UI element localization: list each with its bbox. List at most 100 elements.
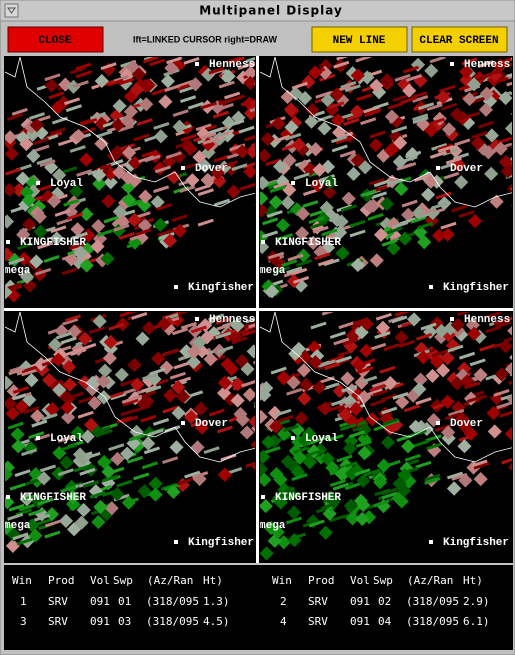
radar-echo <box>382 417 399 426</box>
radar-echo <box>276 535 291 550</box>
radar-echo <box>179 85 196 94</box>
radar-echo <box>5 214 15 229</box>
radar-echo <box>467 213 483 229</box>
city-label: Henness <box>464 314 510 326</box>
radar-echo <box>10 205 27 214</box>
radar-echo <box>392 476 407 491</box>
radar-echo <box>291 81 308 90</box>
radar-echo <box>152 418 170 426</box>
radar-echo <box>381 487 398 496</box>
clear-screen-button[interactable] <box>411 26 508 53</box>
radar-echo <box>312 225 329 234</box>
radar-echo <box>479 343 496 352</box>
radar-echo <box>454 138 471 147</box>
radar-echo <box>317 121 332 136</box>
radar-echo <box>383 143 398 158</box>
radar-echo <box>88 326 106 335</box>
radar-echo <box>401 199 418 208</box>
radar-echo <box>5 467 14 482</box>
radar-echo <box>264 284 280 299</box>
radar-echo <box>420 322 437 331</box>
radar-echo <box>24 478 41 486</box>
radar-echo <box>500 392 512 401</box>
radar-echo <box>58 138 75 147</box>
radar-echo <box>478 102 494 117</box>
radar-echo <box>387 101 404 110</box>
radar-echo <box>281 259 298 268</box>
radar-echo <box>166 170 181 185</box>
window-title: Multipanel Display <box>199 4 343 18</box>
radar-echo <box>260 148 272 163</box>
radar-echo <box>410 429 427 438</box>
radar-echo <box>260 472 272 487</box>
radar-echo <box>126 455 144 464</box>
radar-echo <box>81 228 96 243</box>
radar-echo <box>67 212 84 221</box>
window-menu-button[interactable] <box>4 3 19 18</box>
radar-echo <box>506 392 512 407</box>
radar-echo <box>49 231 64 246</box>
radar-echo <box>49 127 66 136</box>
radar-echo <box>498 91 512 106</box>
radar-echo <box>101 474 118 483</box>
radar-echo <box>70 222 85 237</box>
radar-echo <box>57 435 74 443</box>
radar-echo <box>117 124 134 133</box>
radar-echo <box>465 317 480 333</box>
radar-echo <box>140 414 157 423</box>
radar-echo <box>429 150 446 159</box>
radar-echo <box>380 73 395 88</box>
radar-echo <box>340 204 357 213</box>
city-marker <box>174 540 178 544</box>
radar-echo <box>297 91 313 106</box>
radar-echo <box>155 203 173 211</box>
radar-echo <box>200 101 217 110</box>
radar-echo <box>402 65 419 74</box>
radar-echo <box>136 118 153 126</box>
new-line-button[interactable] <box>311 26 408 53</box>
radar-echo <box>335 355 352 364</box>
radar-echo <box>291 137 307 152</box>
radar-echo <box>416 350 431 365</box>
radar-echo <box>302 200 319 208</box>
radar-echo <box>401 207 416 222</box>
radar-echo <box>501 456 512 465</box>
radar-echo <box>451 472 468 481</box>
radar-echo <box>285 132 302 141</box>
radar-echo <box>470 135 486 151</box>
radar-echo <box>336 57 353 61</box>
radar-echo <box>413 372 428 387</box>
radar-echo <box>217 103 234 111</box>
hint-text: lft=LINKED CURSOR right=DRAW <box>133 34 278 44</box>
radar-echo <box>228 119 245 128</box>
radar-echo <box>341 191 356 206</box>
city-marker <box>36 436 40 440</box>
radar-echo <box>331 144 348 153</box>
radar-echo <box>312 162 327 177</box>
radar-echo <box>346 166 361 182</box>
radar-echo <box>445 156 462 165</box>
table-header: Vol <box>90 574 110 587</box>
radar-echo <box>118 231 135 240</box>
radar-echo <box>504 121 512 136</box>
radar-echo <box>197 218 214 227</box>
radar-echo <box>294 411 309 426</box>
radar-echo <box>268 195 283 210</box>
radar-echo <box>412 382 427 397</box>
radar-echo <box>458 473 473 488</box>
radar-echo <box>9 482 26 491</box>
radar-echo <box>215 331 232 340</box>
radar-echo <box>403 404 421 413</box>
radar-echo <box>44 530 61 539</box>
table-header: Win <box>12 574 32 587</box>
radar-echo <box>239 182 255 191</box>
radar-echo <box>33 224 48 239</box>
close-button[interactable] <box>7 26 104 53</box>
radar-echo <box>48 91 65 100</box>
radar-echo <box>270 525 285 540</box>
radar-echo <box>308 216 325 224</box>
radar-echo <box>401 155 418 164</box>
radar-echo <box>229 143 246 152</box>
radar-echo <box>426 103 443 112</box>
radar-echo <box>440 102 458 111</box>
